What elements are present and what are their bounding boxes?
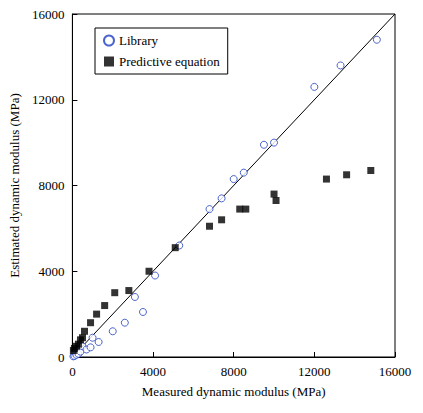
svg-text:8000: 8000 (38, 178, 64, 193)
svg-text:Library: Library (119, 33, 158, 48)
svg-text:0: 0 (58, 350, 65, 365)
svg-text:12000: 12000 (298, 364, 331, 379)
svg-text:16000: 16000 (379, 364, 412, 379)
svg-text:Predictive equation: Predictive equation (119, 54, 220, 69)
svg-text:16000: 16000 (32, 7, 65, 22)
svg-text:4000: 4000 (140, 364, 166, 379)
svg-text:Estimated dynamic modulus (MPa: Estimated dynamic modulus (MPa) (7, 93, 22, 278)
svg-text:4000: 4000 (38, 264, 64, 279)
svg-text:Measured dynamic modulus (MPa): Measured dynamic modulus (MPa) (142, 384, 326, 399)
svg-text:8000: 8000 (221, 364, 247, 379)
svg-text:12000: 12000 (32, 92, 65, 107)
svg-text:0: 0 (69, 364, 76, 379)
